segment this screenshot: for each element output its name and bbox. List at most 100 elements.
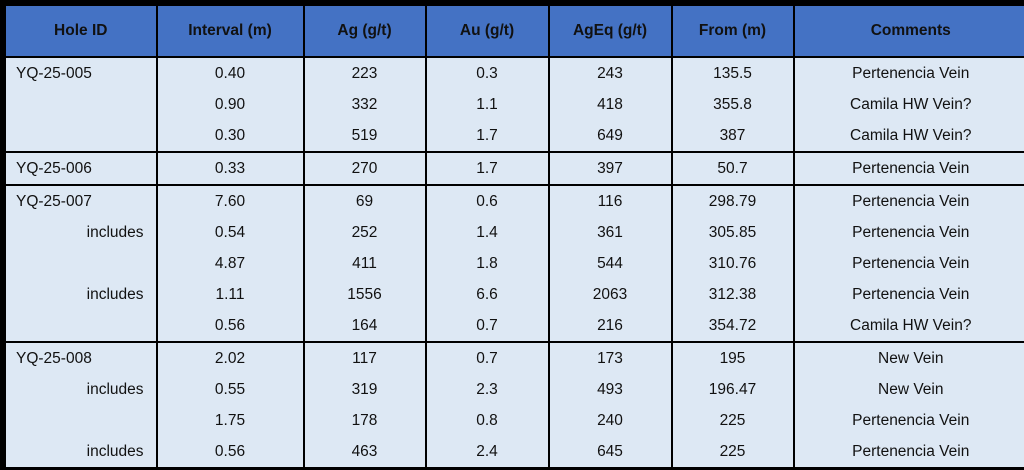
cell-ageq: 397: [549, 152, 672, 185]
cell-interval: 0.33: [157, 152, 304, 185]
cell-au: 1.4: [426, 217, 549, 248]
cell-from: 387: [672, 120, 794, 152]
column-header-from: From (m): [672, 5, 794, 58]
cell-hole-id: [5, 248, 157, 279]
cell-au: 1.7: [426, 152, 549, 185]
cell-from: 354.72: [672, 310, 794, 342]
cell-interval: 0.56: [157, 310, 304, 342]
cell-hole-id: YQ-25-006: [5, 152, 157, 185]
cell-hole-id: [5, 310, 157, 342]
cell-interval: 2.02: [157, 342, 304, 374]
cell-from: 355.8: [672, 89, 794, 120]
cell-from: 225: [672, 436, 794, 469]
cell-hole-id: includes: [5, 217, 157, 248]
cell-au: 6.6: [426, 279, 549, 310]
cell-ag: 519: [304, 120, 426, 152]
cell-comments: Pertenencia Vein: [794, 279, 1024, 310]
cell-au: 0.6: [426, 185, 549, 217]
cell-from: 196.47: [672, 374, 794, 405]
cell-comments: Pertenencia Vein: [794, 152, 1024, 185]
cell-interval: 7.60: [157, 185, 304, 217]
cell-comments: Pertenencia Vein: [794, 217, 1024, 248]
column-header-au: Au (g/t): [426, 5, 549, 58]
cell-ag: 270: [304, 152, 426, 185]
cell-from: 298.79: [672, 185, 794, 217]
cell-ageq: 243: [549, 57, 672, 89]
cell-ag: 319: [304, 374, 426, 405]
column-header-ag: Ag (g/t): [304, 5, 426, 58]
cell-comments: New Vein: [794, 342, 1024, 374]
cell-ag: 1556: [304, 279, 426, 310]
cell-au: 0.3: [426, 57, 549, 89]
cell-ag: 463: [304, 436, 426, 469]
cell-ag: 164: [304, 310, 426, 342]
cell-from: 310.76: [672, 248, 794, 279]
cell-hole-id: [5, 89, 157, 120]
cell-ag: 252: [304, 217, 426, 248]
cell-hole-id: [5, 120, 157, 152]
cell-hole-id: YQ-25-008: [5, 342, 157, 374]
cell-comments: Pertenencia Vein: [794, 57, 1024, 89]
cell-interval: 0.90: [157, 89, 304, 120]
column-header-comments: Comments: [794, 5, 1024, 58]
cell-ageq: 361: [549, 217, 672, 248]
cell-au: 1.8: [426, 248, 549, 279]
cell-interval: 0.54: [157, 217, 304, 248]
cell-ageq: 418: [549, 89, 672, 120]
cell-ageq: 493: [549, 374, 672, 405]
cell-ageq: 116: [549, 185, 672, 217]
cell-interval: 0.55: [157, 374, 304, 405]
cell-hole-id: includes: [5, 436, 157, 469]
cell-from: 225: [672, 405, 794, 436]
cell-ageq: 544: [549, 248, 672, 279]
cell-interval: 0.30: [157, 120, 304, 152]
cell-from: 135.5: [672, 57, 794, 89]
cell-comments: Pertenencia Vein: [794, 248, 1024, 279]
cell-ag: 332: [304, 89, 426, 120]
cell-hole-id: includes: [5, 374, 157, 405]
cell-ag: 411: [304, 248, 426, 279]
cell-hole-id: [5, 405, 157, 436]
column-header-interval: Interval (m): [157, 5, 304, 58]
column-header-hole-id: Hole ID: [5, 5, 157, 58]
cell-ag: 69: [304, 185, 426, 217]
cell-au: 0.7: [426, 342, 549, 374]
cell-ageq: 2063: [549, 279, 672, 310]
cell-au: 0.8: [426, 405, 549, 436]
cell-ag: 223: [304, 57, 426, 89]
cell-comments: New Vein: [794, 374, 1024, 405]
cell-comments: Pertenencia Vein: [794, 185, 1024, 217]
cell-au: 1.7: [426, 120, 549, 152]
cell-ageq: 645: [549, 436, 672, 469]
cell-ageq: 240: [549, 405, 672, 436]
cell-interval: 1.11: [157, 279, 304, 310]
cell-hole-id: YQ-25-007: [5, 185, 157, 217]
cell-interval: 0.56: [157, 436, 304, 469]
cell-from: 305.85: [672, 217, 794, 248]
cell-from: 195: [672, 342, 794, 374]
cell-hole-id: includes: [5, 279, 157, 310]
cell-comments: Camila HW Vein?: [794, 120, 1024, 152]
cell-au: 2.3: [426, 374, 549, 405]
cell-hole-id: YQ-25-005: [5, 57, 157, 89]
cell-comments: Pertenencia Vein: [794, 405, 1024, 436]
cell-au: 1.1: [426, 89, 549, 120]
cell-ageq: 173: [549, 342, 672, 374]
column-header-ageq: AgEq (g/t): [549, 5, 672, 58]
